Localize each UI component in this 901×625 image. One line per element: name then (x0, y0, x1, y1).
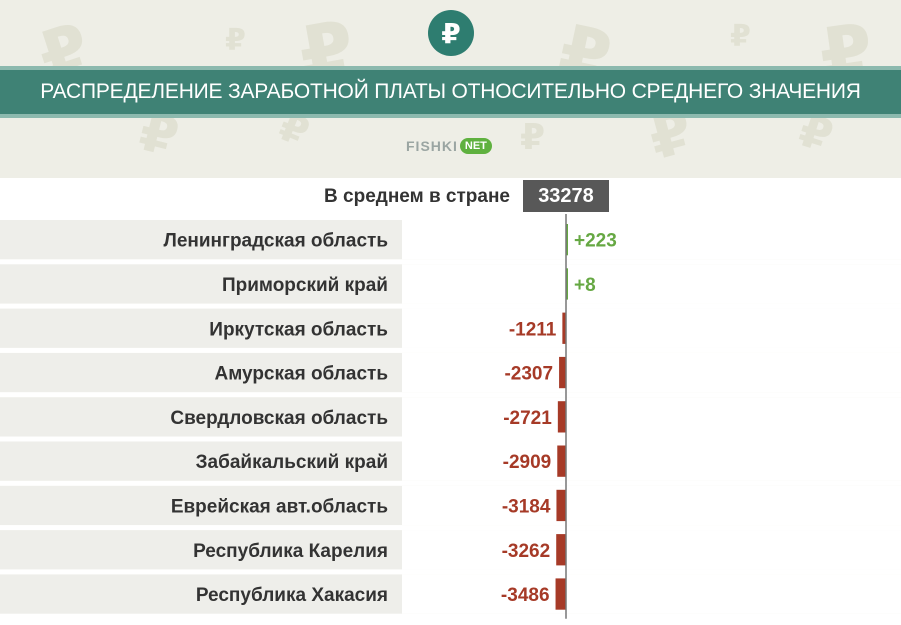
row-bar-area (402, 397, 901, 437)
value-label: +8 (574, 275, 596, 296)
category-label: Ленинградская область (164, 231, 389, 252)
bar (557, 401, 566, 433)
bar (559, 356, 566, 389)
category-label: Еврейская авт.область (171, 496, 388, 517)
bar (556, 534, 566, 566)
row-bar-area (402, 441, 901, 481)
brand-logo: FISHKI NET (406, 135, 492, 157)
average-value: 33278 (523, 180, 609, 212)
row-bar-area (402, 574, 901, 614)
chart-title: РАСПРЕДЕЛЕНИЕ ЗАРАБОТНОЙ ПЛАТЫ ОТНОСИТЕЛ… (40, 80, 861, 103)
category-label: Республика Хакасия (196, 585, 388, 606)
value-label: -1211 (509, 319, 557, 340)
category-label: Республика Карелия (193, 541, 388, 562)
value-label: -3486 (501, 585, 550, 606)
ruble-logo-icon: ₽ (428, 10, 474, 56)
value-label: -3184 (502, 496, 551, 517)
bar-chart: Ленинградская область +223 Приморский край… (0, 214, 901, 619)
row-bar-area (402, 485, 901, 526)
ruble-watermark-icon: ₽ (520, 117, 546, 158)
average-label: В среднем в стране (324, 186, 510, 207)
ruble-watermark-icon: ₽ (225, 23, 246, 58)
bar (566, 224, 568, 256)
brand-text: FISHKI (406, 138, 458, 154)
value-label: -2307 (504, 364, 553, 385)
row-bar-area (402, 308, 901, 348)
value-label: -2721 (503, 408, 552, 429)
value-label: -3262 (502, 541, 551, 562)
bar (566, 268, 568, 300)
category-label: Приморский край (222, 275, 388, 296)
row-bar-area (402, 220, 901, 260)
title-band: РАСПРЕДЕЛЕНИЕ ЗАРАБОТНОЙ ПЛАТЫ ОТНОСИТЕЛ… (0, 66, 901, 118)
value-label: +223 (574, 231, 617, 252)
brand-suffix: NET (459, 138, 492, 154)
category-label: Забайкальский край (196, 452, 388, 473)
header-area: ₽ ₽ ₽ ₽ ₽ ₽ ₽ ₽ ₽ ₽ ₽ ₽ РАСПРЕДЕЛЕНИЕ ЗА… (0, 0, 901, 178)
category-label: Свердловская область (170, 408, 388, 429)
category-label: Иркутская область (209, 319, 388, 340)
ruble-watermark-icon: ₽ (730, 19, 751, 54)
category-label: Амурская область (214, 364, 388, 385)
bar (556, 489, 566, 522)
row-bar-area (402, 352, 901, 393)
value-label: -2909 (503, 452, 552, 473)
bar (555, 578, 566, 610)
bar (562, 312, 566, 344)
row-bar-area (402, 264, 901, 304)
bar (557, 445, 566, 477)
row-bar-area (402, 530, 901, 570)
